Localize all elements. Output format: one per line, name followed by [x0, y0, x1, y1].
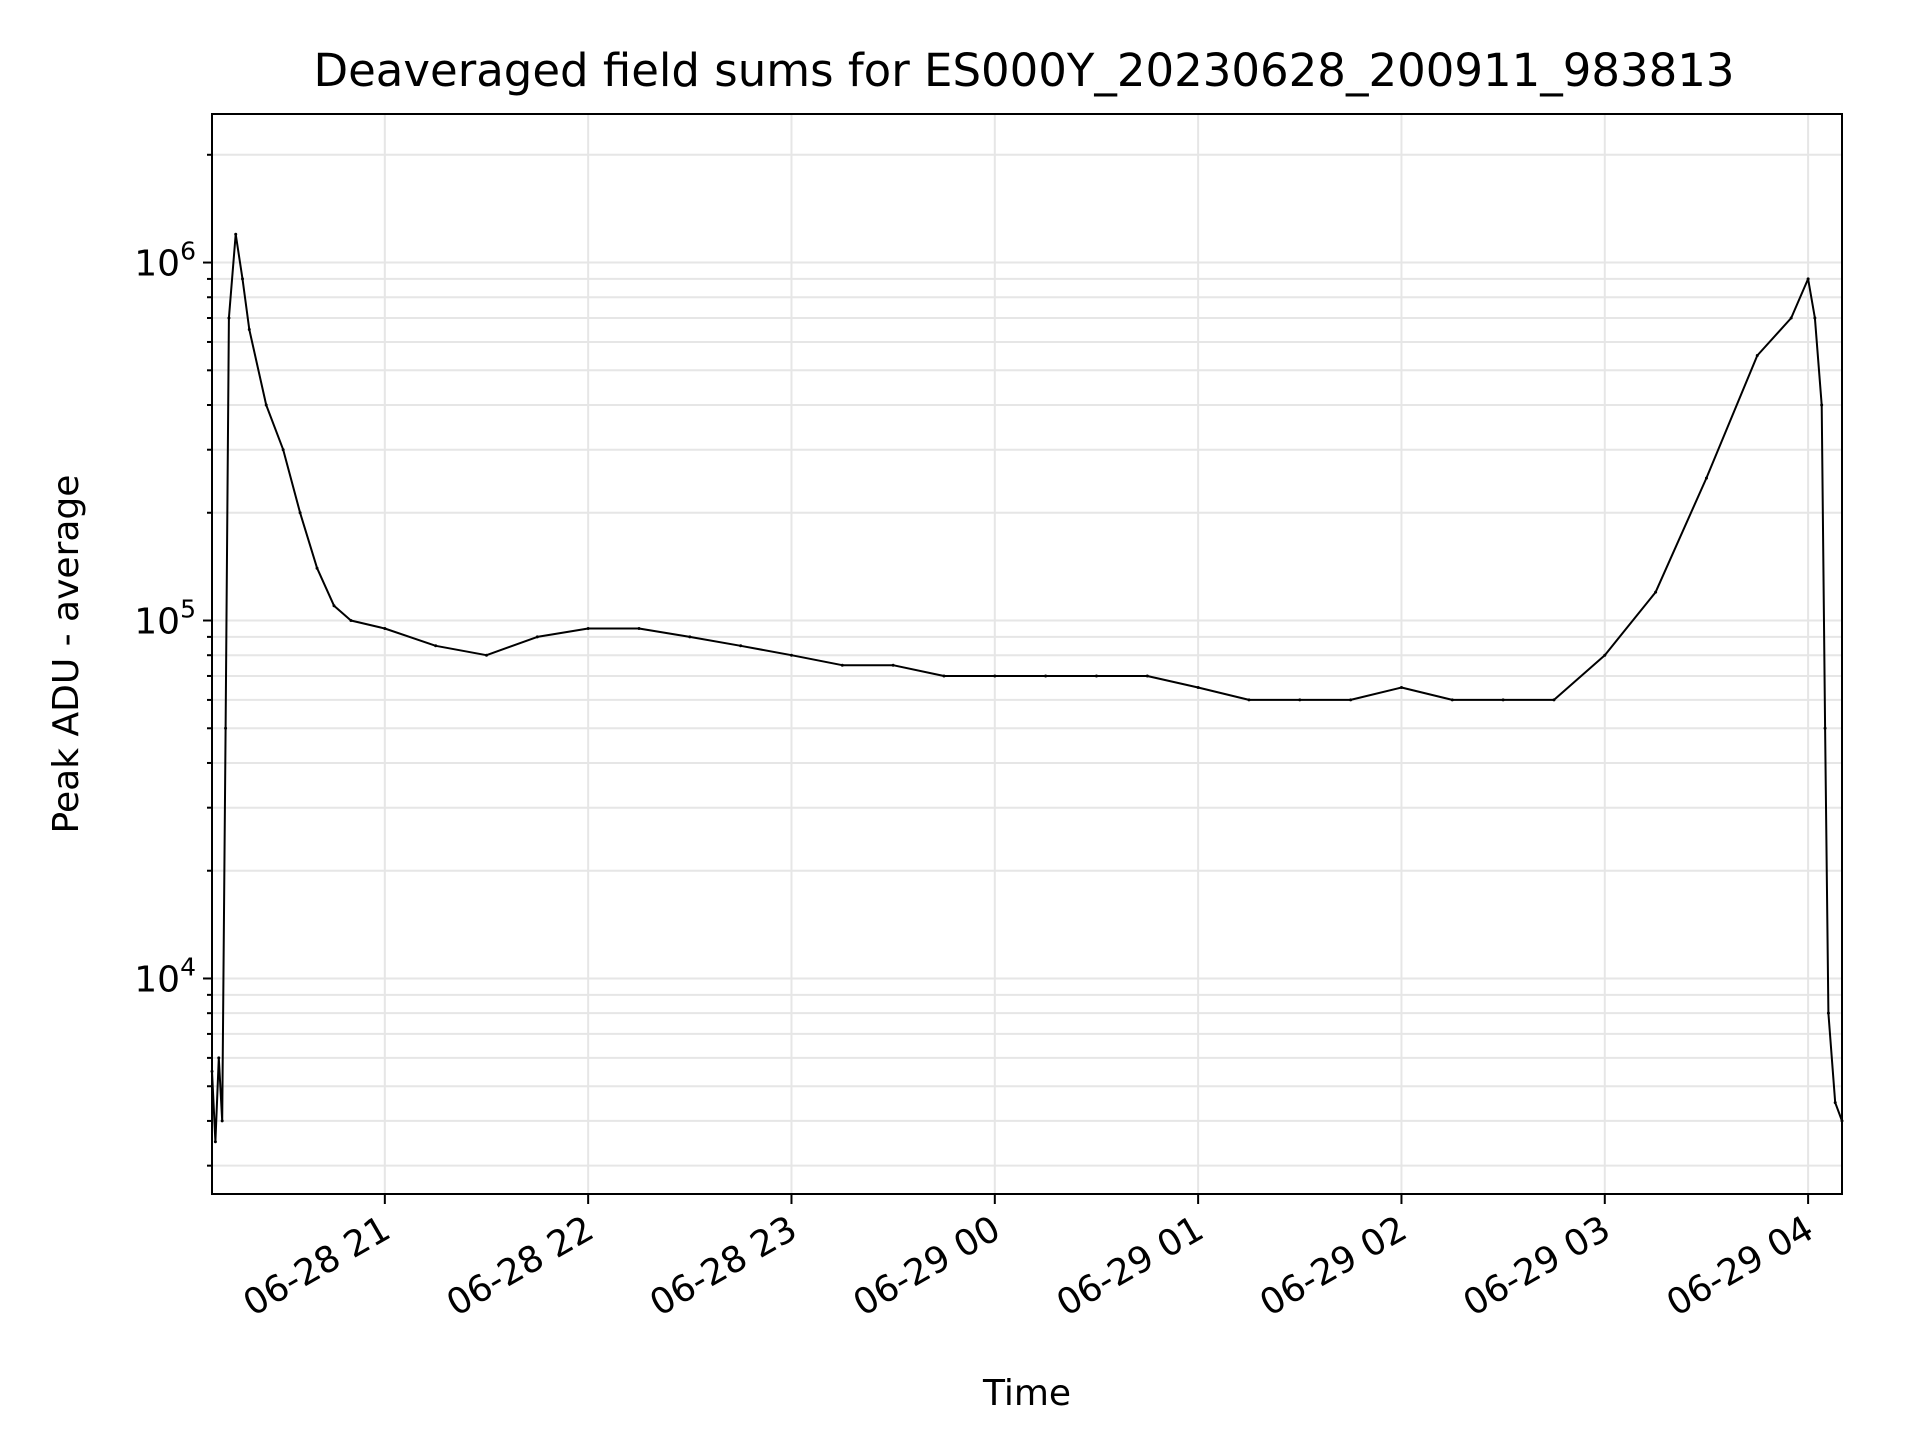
y-tick-label: 106 [134, 237, 196, 285]
data-point [234, 232, 238, 236]
data-point [1450, 698, 1454, 702]
data-point [1044, 674, 1048, 678]
data-point [349, 619, 353, 623]
data-point [240, 277, 244, 281]
plot-frame [211, 113, 1843, 1195]
data-point [535, 635, 539, 639]
data-point [1789, 316, 1793, 320]
data-point [1145, 674, 1149, 678]
data-point [1247, 698, 1251, 702]
data-point [1704, 476, 1708, 480]
data-point [1501, 698, 1505, 702]
data-point [993, 674, 997, 678]
data-point [1298, 698, 1302, 702]
data-point [1552, 698, 1556, 702]
data-point [942, 674, 946, 678]
data-point [298, 511, 302, 515]
data-point [1823, 726, 1827, 730]
data-point [1833, 1101, 1837, 1105]
data-point [840, 663, 844, 667]
data-point [247, 328, 251, 332]
data-point [434, 644, 438, 648]
data-point [213, 1140, 217, 1144]
data-point [383, 626, 387, 630]
data-point [1196, 685, 1200, 689]
data-point [1603, 653, 1607, 657]
data-point [264, 403, 268, 407]
data-point [1755, 353, 1759, 357]
y-axis: 104 105 106 [134, 153, 212, 1167]
data-point [586, 626, 590, 630]
data-point [1349, 698, 1353, 702]
data-point [315, 566, 319, 570]
data-point [1654, 590, 1658, 594]
data-point [789, 653, 793, 657]
y-axis-label: Peak ADU - average [46, 475, 87, 834]
data-point [1826, 1011, 1830, 1015]
data-point [637, 626, 641, 630]
data-point [1813, 316, 1817, 320]
data-point [1399, 685, 1403, 689]
data-point [220, 1119, 224, 1123]
y-tick-label: 104 [134, 952, 196, 1000]
data-point [739, 644, 743, 648]
y-tick-label: 105 [134, 595, 196, 643]
data-point [224, 726, 228, 730]
data-point [227, 316, 231, 320]
data-point [688, 635, 692, 639]
chart-title: Deaveraged field sums for ES000Y_2023062… [313, 44, 1734, 97]
data-point [1806, 277, 1810, 281]
data-point [1094, 674, 1098, 678]
x-axis-label: Time [982, 1373, 1071, 1414]
data-point [217, 1056, 221, 1060]
grid [212, 114, 1842, 1194]
data-point [1820, 403, 1824, 407]
data-point [332, 604, 336, 608]
data-point [281, 448, 285, 452]
data-point [484, 653, 488, 657]
data-point [891, 663, 895, 667]
